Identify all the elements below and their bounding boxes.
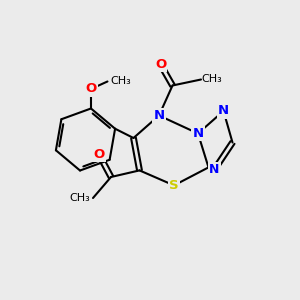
Text: S: S	[169, 179, 179, 192]
Text: N: N	[209, 163, 220, 176]
Text: CH₃: CH₃	[110, 76, 131, 86]
Text: O: O	[155, 58, 166, 71]
Text: CH₃: CH₃	[69, 193, 90, 203]
Text: N: N	[218, 104, 229, 118]
Text: O: O	[93, 148, 105, 161]
Text: N: N	[153, 109, 165, 122]
Text: N: N	[192, 127, 204, 140]
Text: CH₃: CH₃	[201, 74, 222, 85]
Text: O: O	[85, 82, 97, 95]
